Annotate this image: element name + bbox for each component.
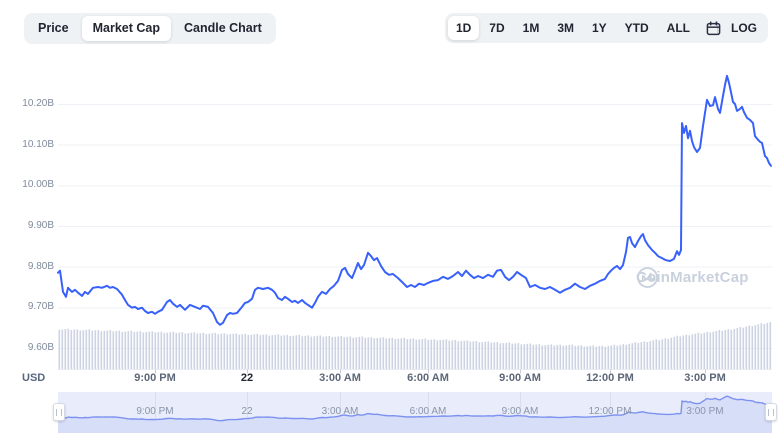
- toolbar-divider: [717, 21, 718, 35]
- calendar-icon: [706, 20, 721, 35]
- x-axis-label: 9:00 PM: [134, 372, 176, 384]
- brush-line: [58, 395, 772, 422]
- x-axis-label: 3:00 AM: [319, 372, 361, 384]
- currency-label: USD: [22, 372, 46, 384]
- watermark-label: CoinMarketCap: [636, 269, 749, 286]
- brush-x-label: 12:00 PM: [588, 406, 632, 417]
- grip-icon: [56, 408, 62, 416]
- y-axis-label: 9.80B: [27, 260, 54, 272]
- x-axis-label: 6:00 AM: [407, 372, 449, 384]
- date-picker-button[interactable]: [700, 20, 721, 35]
- brush-x-label: 9:00 AM: [501, 406, 539, 417]
- brush-x-label: 3:00 AM: [321, 406, 359, 417]
- range-all[interactable]: ALL: [659, 16, 698, 40]
- range-1y[interactable]: 1Y: [584, 16, 615, 40]
- chart-type-candle-chart[interactable]: Candle Chart: [173, 16, 273, 41]
- watermark: CoinMarketCap: [636, 267, 749, 288]
- y-axis-label: 9.70B: [27, 301, 54, 313]
- chart-type-market-cap[interactable]: Market Cap: [81, 16, 171, 41]
- brush-x-label: 3:00 PM: [686, 406, 724, 417]
- range-1d[interactable]: 1D: [447, 16, 480, 40]
- grip-icon: [768, 408, 774, 416]
- chart-type-price[interactable]: Price: [27, 16, 80, 41]
- market-cap-line: [57, 74, 772, 326]
- x-axis-label: 9:00 AM: [499, 372, 541, 384]
- volume-bars: [58, 322, 772, 369]
- brush-chart[interactable]: [58, 392, 772, 433]
- brush-x-label: 6:00 AM: [409, 406, 447, 417]
- y-axis-label: 10.20B: [22, 98, 54, 109]
- y-axis-label: 10.00B: [22, 179, 54, 191]
- brush-area: [58, 396, 772, 433]
- brush-x-label: 22: [241, 406, 253, 417]
- y-axis-label: 9.90B: [27, 220, 54, 231]
- x-axis-label: 12:00 PM: [586, 372, 634, 384]
- y-axis-label: 9.60B: [27, 342, 54, 353]
- brush-handle-right[interactable]: [765, 403, 777, 421]
- y-axis-label: 10.10B: [22, 138, 54, 150]
- x-axis-label: 22: [240, 372, 254, 384]
- coinmarketcap-logo-icon: [637, 267, 658, 288]
- range-ytd[interactable]: YTD: [617, 16, 657, 40]
- range-buttons: 1D 7D 1M 3M 1Y YTD ALL: [447, 16, 698, 40]
- range-3m[interactable]: 3M: [549, 16, 582, 40]
- x-axis-label: 3:00 PM: [684, 372, 726, 384]
- chart-type-switcher: Price Market Cap Candle Chart: [24, 13, 276, 44]
- time-range-switcher: 1D 7D 1M 3M 1Y YTD ALL LOG: [444, 13, 768, 43]
- range-1m[interactable]: 1M: [515, 16, 548, 40]
- log-scale-button[interactable]: LOG: [723, 16, 765, 40]
- brush-x-label: 9:00 PM: [136, 406, 174, 417]
- range-7d[interactable]: 7D: [481, 16, 512, 40]
- brush-handle-left[interactable]: [53, 403, 65, 421]
